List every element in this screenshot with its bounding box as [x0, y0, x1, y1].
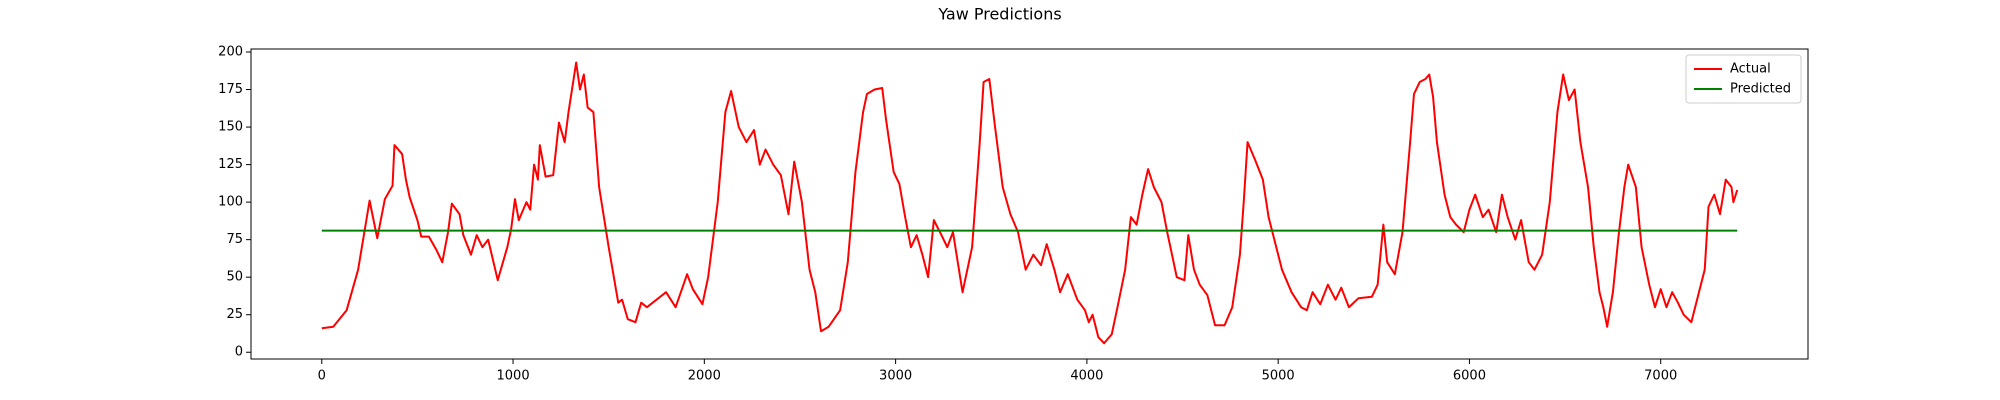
- y-tick-label: 100: [218, 195, 243, 210]
- x-tick-label: 3000: [879, 369, 912, 384]
- legend-label: Predicted: [1730, 82, 1791, 97]
- series-line: [321, 61, 1739, 345]
- x-tick-label: 4000: [1070, 369, 1103, 384]
- x-tick-label: 5000: [1262, 369, 1295, 384]
- y-tick-label: 50: [226, 270, 243, 285]
- y-tick-label: 75: [226, 232, 243, 247]
- y-tick-label: 125: [218, 157, 243, 172]
- y-tick-label: 175: [218, 82, 243, 97]
- y-tick-label: 200: [218, 45, 243, 60]
- x-tick-label: 1000: [497, 369, 530, 384]
- x-tick-label: 6000: [1453, 369, 1486, 384]
- legend-box: [1685, 54, 1802, 104]
- x-tick-label: 2000: [688, 369, 721, 384]
- plot-frame: [250, 48, 1809, 360]
- x-tick-label: 7000: [1644, 369, 1677, 384]
- legend-label: Actual: [1730, 62, 1771, 77]
- y-tick-label: 150: [218, 120, 243, 135]
- y-tick-label: 25: [226, 307, 243, 322]
- x-tick-label: 0: [318, 369, 326, 384]
- y-tick-label: 0: [235, 345, 243, 360]
- chart-title: Yaw Predictions: [937, 5, 1061, 24]
